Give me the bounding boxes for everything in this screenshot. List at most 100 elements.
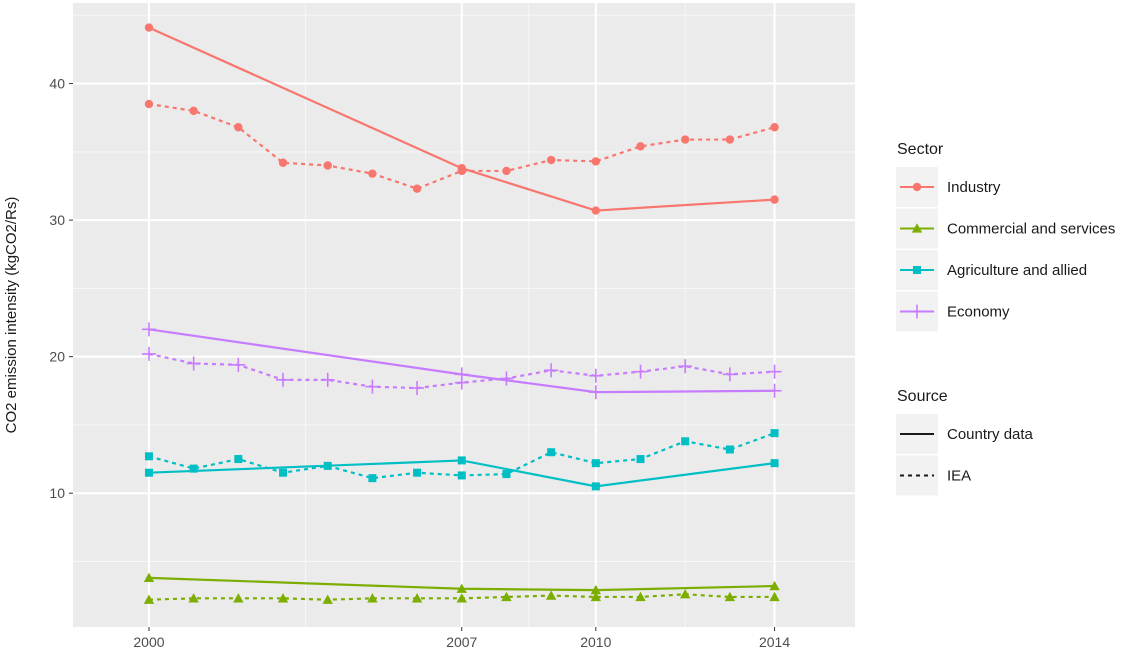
data-point <box>410 381 425 396</box>
data-point <box>233 593 244 603</box>
data-point <box>590 591 602 602</box>
data-point <box>590 584 602 595</box>
series-layer <box>141 23 782 604</box>
data-point <box>413 468 422 477</box>
plot-panel <box>73 3 855 627</box>
y-tick-label: 20 <box>49 349 65 365</box>
y-tick-label: 10 <box>49 485 65 501</box>
x-tick-label: 2000 <box>133 634 164 650</box>
legend-label: IEA <box>947 468 971 485</box>
data-point <box>141 322 156 337</box>
legend-source: Source Country data IEA <box>896 388 1034 496</box>
legend-item-agriculture-and-allied: Agriculture and allied <box>896 250 1087 290</box>
series-line <box>148 576 775 592</box>
series-commercial-and-services-country-data <box>143 572 780 595</box>
data-point <box>591 482 600 491</box>
axis-ticks: 10 20 30 40 2000 2007 2010 2014 <box>49 76 790 650</box>
data-point <box>323 461 332 470</box>
data-point <box>277 593 289 603</box>
data-point <box>547 448 556 457</box>
legend-item-commercial-and-services: Commercial and services <box>896 208 1115 249</box>
data-point <box>544 363 559 378</box>
data-point <box>591 206 601 215</box>
legend-key-marker <box>912 182 922 192</box>
source-legend-title: Source <box>897 388 948 405</box>
data-point <box>323 161 332 170</box>
series-line <box>148 328 775 394</box>
data-point <box>279 468 288 477</box>
legend-label: Economy <box>947 304 1010 321</box>
data-point <box>189 106 198 116</box>
data-point <box>678 359 693 374</box>
data-point <box>143 594 155 604</box>
data-point <box>186 356 201 371</box>
data-point <box>502 470 511 479</box>
legend-item-country-data: Country data <box>896 414 1034 454</box>
data-point <box>680 135 690 144</box>
data-point <box>231 357 246 372</box>
data-point <box>588 368 603 383</box>
data-point <box>144 23 154 32</box>
series-economy-iea <box>141 346 782 396</box>
series-line <box>148 459 775 488</box>
data-point <box>365 379 380 394</box>
data-point <box>770 459 779 468</box>
data-point <box>770 195 779 204</box>
data-point <box>767 364 782 379</box>
series-industry-iea <box>144 99 779 193</box>
legend-label: Agriculture and allied <box>947 262 1087 279</box>
data-point <box>188 593 199 603</box>
data-point <box>724 591 736 602</box>
data-point <box>276 372 291 387</box>
legend-label: Country data <box>947 426 1034 443</box>
data-point <box>545 590 557 600</box>
legend-key-marker <box>911 223 923 233</box>
data-point <box>769 591 780 602</box>
y-axis-title: CO2 emission intensity (kgCO2/Rs) <box>3 197 20 434</box>
data-point <box>636 455 645 464</box>
series-line <box>148 102 775 190</box>
data-point <box>770 123 779 132</box>
data-point <box>234 455 243 464</box>
data-point <box>591 157 601 166</box>
legend-label: Industry <box>947 179 1001 196</box>
data-point <box>322 594 333 604</box>
legend-key-marker <box>913 266 921 274</box>
data-point <box>502 166 511 176</box>
data-point <box>588 385 603 400</box>
data-point <box>681 437 690 446</box>
series-agriculture-and-allied-country-data <box>144 456 779 491</box>
data-point <box>725 445 734 454</box>
data-point <box>457 456 466 465</box>
data-point <box>499 371 514 386</box>
data-point <box>411 593 423 603</box>
data-point <box>412 184 422 193</box>
legend-item-industry: Industry <box>896 167 1001 207</box>
legend-key-marker <box>910 304 924 319</box>
minor-gridlines <box>73 3 855 627</box>
legend-item-economy: Economy <box>896 291 1010 332</box>
series-line <box>148 352 775 390</box>
data-point <box>456 583 467 593</box>
data-point <box>633 364 648 379</box>
data-point <box>770 429 779 438</box>
data-point <box>501 591 512 602</box>
data-point <box>234 123 243 132</box>
data-point <box>679 589 691 599</box>
x-tick-label: 2010 <box>580 634 611 650</box>
data-point <box>457 166 466 176</box>
data-point <box>141 346 156 361</box>
x-tick-label: 2014 <box>759 634 790 650</box>
data-point <box>144 99 154 109</box>
data-point <box>457 471 466 480</box>
x-tick-label: 2007 <box>446 634 477 650</box>
data-point <box>320 372 335 387</box>
data-point <box>143 572 155 583</box>
data-point <box>767 383 782 398</box>
data-point <box>722 367 737 382</box>
data-point <box>456 593 467 603</box>
y-tick-label: 30 <box>49 212 65 228</box>
data-point <box>144 452 153 461</box>
data-point <box>454 375 469 390</box>
